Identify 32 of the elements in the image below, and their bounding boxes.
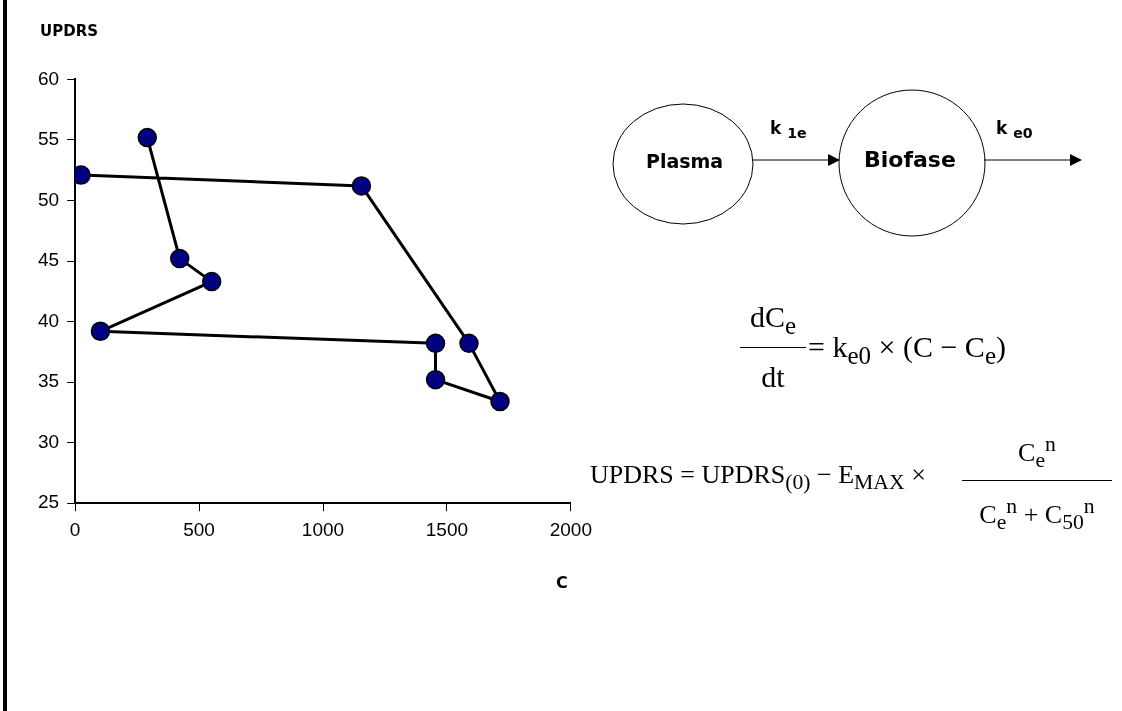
y-axis-title: UPDRS — [40, 22, 98, 40]
text: dC$_{e}$ — [748, 300, 798, 340]
text: = k$_{e0}$ × (C − C$_{e}$) — [808, 330, 1006, 370]
y-tick-label: 55 — [37, 128, 60, 150]
text: Biofase — [864, 147, 956, 172]
y-tick-label: 25 — [37, 491, 60, 513]
point — [351, 176, 372, 196]
point — [425, 369, 446, 390]
point — [137, 127, 158, 148]
point — [490, 391, 510, 412]
point — [201, 271, 222, 292]
y-tick-label: 60 — [37, 67, 60, 89]
text: k $_{1e}$ — [770, 118, 807, 142]
text: Plasma — [646, 150, 724, 172]
x-tick-label: 500 — [183, 518, 215, 540]
point — [90, 321, 111, 342]
y-tick-label: 35 — [37, 370, 60, 392]
y-tick-label: 50 — [37, 188, 60, 210]
x-tick-label: 1000 — [301, 518, 345, 540]
y-tick-label: 30 — [37, 430, 60, 452]
x-axis-title: C — [556, 573, 568, 592]
point — [459, 333, 479, 354]
text: k $_{e0}$ — [996, 118, 1033, 142]
y-tick-label: 45 — [37, 249, 60, 271]
text: dt — [760, 360, 786, 394]
text: UPDRS = UPDRS$_{(0)}$ − E$_{MAX}$ × — [590, 460, 926, 496]
x-tick-label: 0 — [69, 518, 81, 540]
x-tick-label: 1500 — [425, 518, 469, 540]
point — [169, 248, 190, 269]
x-tick-label: 2000 — [549, 518, 593, 540]
point — [425, 333, 446, 354]
y-tick-label: 40 — [37, 309, 60, 331]
